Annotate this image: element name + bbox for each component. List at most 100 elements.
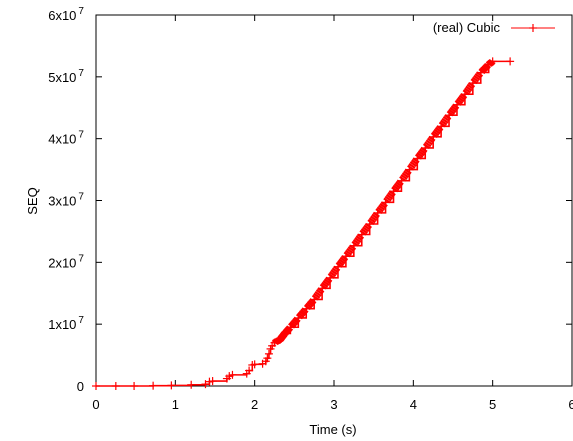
data-point-dense xyxy=(433,128,441,135)
data-point-dense xyxy=(442,115,450,122)
data-point xyxy=(264,349,273,358)
data-point-dense xyxy=(399,175,407,182)
data-point-dense xyxy=(475,71,484,78)
data-point xyxy=(263,354,272,363)
data-point-dense xyxy=(466,83,474,90)
data-point-dense xyxy=(416,152,424,158)
data-point-dense xyxy=(434,126,443,133)
data-point-dense xyxy=(299,308,308,315)
data-point-dense xyxy=(450,105,458,112)
data-point-dense xyxy=(449,106,457,113)
data-point-dense xyxy=(293,316,301,323)
data-point-dense xyxy=(314,290,322,297)
data-point-dense xyxy=(432,130,440,137)
data-point-dense xyxy=(462,89,470,96)
x-axis-label: Time (s) xyxy=(309,422,356,437)
data-point-dense xyxy=(363,224,371,231)
data-point-dense xyxy=(313,292,321,299)
data-point-dense xyxy=(298,310,306,317)
data-point-dense xyxy=(420,146,428,153)
data-point-dense xyxy=(356,233,365,240)
data-point-dense xyxy=(305,302,313,309)
data-point-dense xyxy=(482,64,490,71)
data-point xyxy=(130,382,139,390)
y-tick-label: 4x10 7 xyxy=(48,130,84,147)
data-point-dense xyxy=(483,62,491,69)
data-point-dense xyxy=(395,181,403,188)
data-point-dense xyxy=(473,74,481,81)
data-point-dense xyxy=(337,260,345,267)
data-point-dense xyxy=(289,321,297,328)
series-line xyxy=(96,60,511,387)
data-point-dense xyxy=(401,172,410,179)
data-point-dense xyxy=(338,258,346,265)
data-point-dense xyxy=(352,239,361,245)
y-axis-label: SEQ xyxy=(25,187,40,214)
data-point-dense xyxy=(367,219,375,226)
data-point-dense xyxy=(392,184,400,191)
data-point-dense xyxy=(306,301,314,307)
data-point-dense xyxy=(311,294,320,301)
y-tick-label: 0 xyxy=(77,379,84,394)
data-point xyxy=(228,370,237,379)
data-point-dense xyxy=(344,249,353,256)
data-point xyxy=(208,377,217,386)
data-point-dense xyxy=(335,261,343,268)
data-point-dense xyxy=(422,143,431,150)
data-point-dense xyxy=(283,327,292,334)
data-point-dense xyxy=(307,299,316,306)
data-point-dense xyxy=(325,276,333,283)
data-point-dense xyxy=(348,244,357,251)
data-point-dense xyxy=(458,94,466,101)
data-point-dense xyxy=(319,283,328,290)
data-point-dense xyxy=(359,229,367,236)
legend-marker-plus xyxy=(529,24,537,32)
data-point-dense xyxy=(331,267,339,274)
data-point-dense xyxy=(340,254,349,261)
data-point-dense xyxy=(488,58,496,65)
data-point-dense xyxy=(404,168,412,175)
data-point xyxy=(111,382,120,390)
data-point-dense xyxy=(408,162,416,169)
y-tick-label: 5x10 7 xyxy=(48,68,84,85)
data-point-dense xyxy=(368,217,376,224)
x-tick-label: 2 xyxy=(251,397,258,412)
data-point-dense xyxy=(463,87,472,94)
data-point-dense xyxy=(470,78,478,85)
data-point-dense xyxy=(292,318,300,324)
data-point-dense xyxy=(478,68,486,75)
data-point-dense xyxy=(339,256,347,263)
data-point-dense xyxy=(438,121,447,128)
data-point-dense xyxy=(379,202,387,209)
data-point-dense xyxy=(346,247,354,254)
data-point-dense xyxy=(372,211,380,218)
data-point-dense xyxy=(290,319,298,326)
data-point-dense xyxy=(441,117,449,124)
data-point-dense xyxy=(412,157,420,164)
plot-frame xyxy=(95,14,573,387)
data-point-dense xyxy=(409,161,417,167)
data-point-dense xyxy=(321,281,329,288)
data-point-dense xyxy=(471,76,480,83)
data-point-dense xyxy=(446,110,454,117)
data-point-dense xyxy=(459,92,468,99)
data-point-dense xyxy=(327,273,335,279)
data-point-dense xyxy=(315,289,324,295)
data-point-dense xyxy=(430,132,439,138)
data-point-dense xyxy=(385,193,394,200)
data-point-dense xyxy=(474,73,482,79)
data-point-dense xyxy=(323,278,331,285)
data-point-dense xyxy=(428,135,436,142)
data-point-dense xyxy=(370,215,378,222)
data-point-dense xyxy=(285,325,294,332)
data-point-dense xyxy=(278,334,286,340)
data-point xyxy=(250,360,259,369)
data-point-dense xyxy=(465,85,473,92)
legend-plus-mark xyxy=(529,24,537,32)
data-point-dense xyxy=(479,66,488,73)
data-point-dense xyxy=(456,98,464,105)
data-point-dense xyxy=(457,96,465,103)
data-point-dense xyxy=(403,170,411,177)
data-point-dense xyxy=(444,114,452,120)
